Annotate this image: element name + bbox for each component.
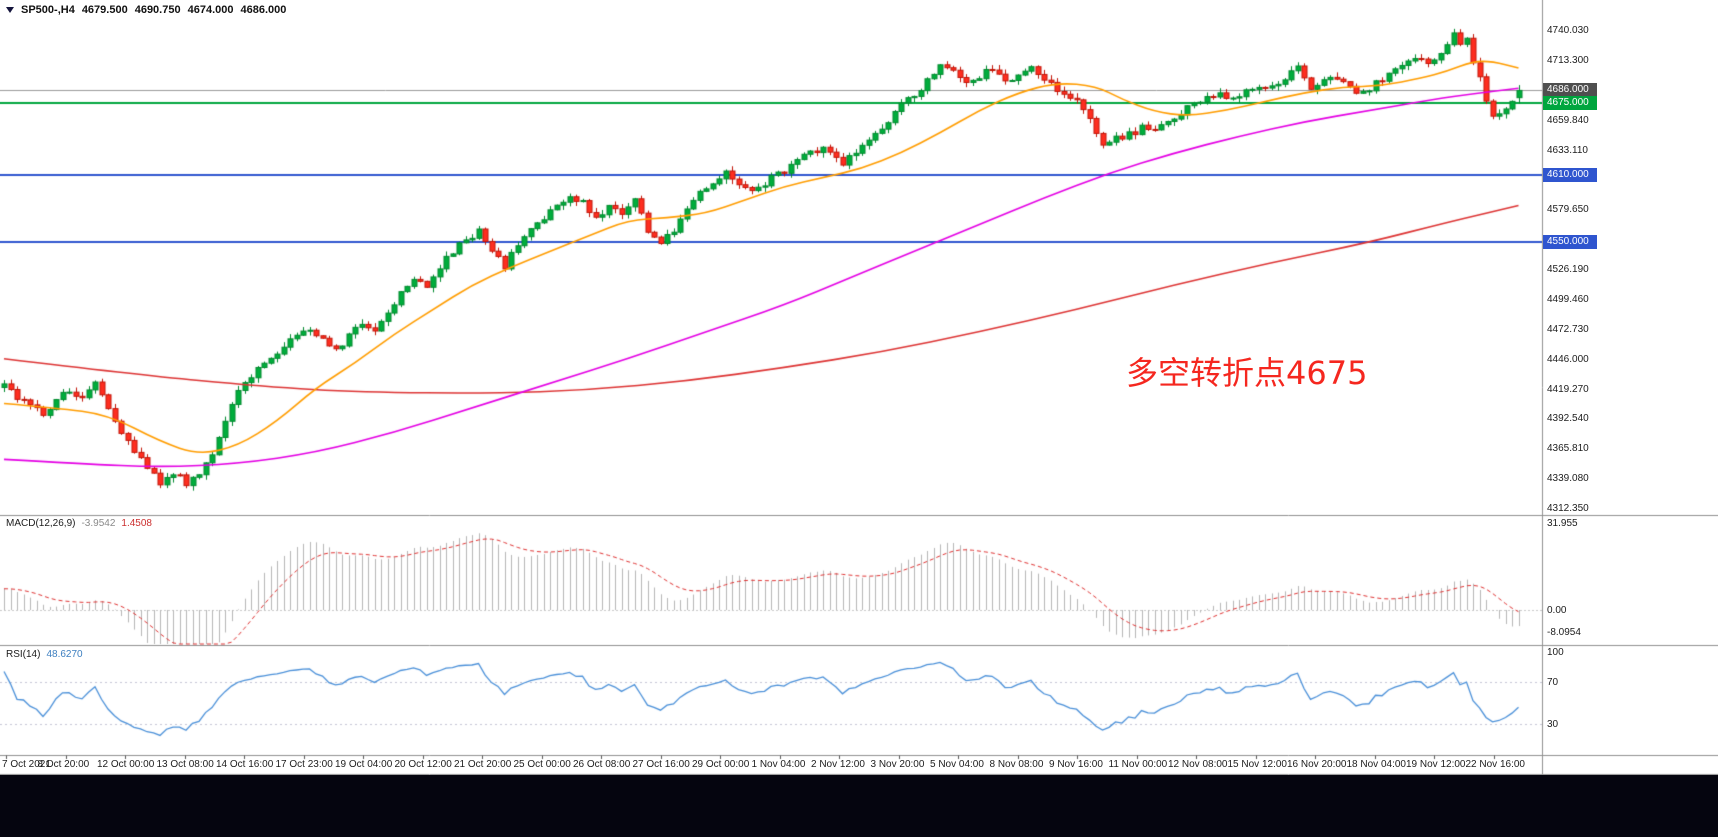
price-badge-bid-price: 4686.000 bbox=[1543, 83, 1597, 98]
price-badge-horizontal-line: 4610.000 bbox=[1543, 168, 1597, 183]
macd-axis-label: 31.955 bbox=[1547, 518, 1578, 529]
price-axis-label: 4419.270 bbox=[1547, 383, 1589, 395]
chart-header: SP500-,H4 4679.500 4690.750 4674.000 468… bbox=[6, 4, 286, 16]
macd-axis-label: -8.0954 bbox=[1547, 627, 1581, 639]
time-axis-label: 8 Nov 08:00 bbox=[989, 759, 1044, 770]
time-axis-label: 3 Nov 20:00 bbox=[870, 759, 925, 770]
time-axis-label: 21 Oct 20:00 bbox=[454, 759, 512, 770]
macd-main-value: -3.9542 bbox=[81, 518, 116, 529]
macd-title: MACD(12,26,9) bbox=[6, 518, 76, 529]
time-axis-label: 18 Nov 04:00 bbox=[1346, 759, 1407, 770]
ohlc-close-value: 4686.000 bbox=[240, 4, 287, 16]
rsi-axis-label: 100 bbox=[1547, 647, 1564, 658]
ohlc-low-value: 4674.000 bbox=[187, 4, 234, 16]
bottom-strip bbox=[0, 775, 1718, 837]
price-axis-label: 4659.840 bbox=[1547, 114, 1589, 126]
time-axis-label: 11 Nov 00:00 bbox=[1108, 759, 1168, 770]
price-axis-label: 4499.460 bbox=[1547, 293, 1589, 305]
symbol-timeframe-label: SP500-,H4 bbox=[21, 4, 75, 16]
time-axis-label: 29 Oct 00:00 bbox=[692, 759, 750, 770]
time-axis-label: 19 Oct 04:00 bbox=[335, 759, 393, 770]
time-axis-label: 1 Nov 04:00 bbox=[751, 759, 806, 770]
time-axis-label: 12 Oct 00:00 bbox=[97, 759, 155, 770]
ohlc-high-value: 4690.750 bbox=[134, 4, 181, 16]
price-axis-label: 4526.190 bbox=[1547, 264, 1589, 276]
time-axis-label: 7 Oct 2021 bbox=[2, 759, 51, 770]
price-axis-label: 4339.080 bbox=[1547, 473, 1589, 485]
price-axis-label: 4713.300 bbox=[1547, 54, 1589, 66]
time-axis-label: 19 Nov 12:00 bbox=[1406, 759, 1466, 770]
chart-canvas[interactable] bbox=[0, 0, 1718, 775]
price-axis-label: 4579.650 bbox=[1547, 204, 1589, 216]
time-axis-label: 27 Oct 16:00 bbox=[632, 759, 690, 770]
ohlc-open-value: 4679.500 bbox=[81, 4, 128, 16]
price-axis-label: 4740.030 bbox=[1547, 25, 1589, 36]
time-axis-label: 17 Oct 23:00 bbox=[275, 759, 333, 770]
time-axis-label: 13 Oct 08:00 bbox=[156, 759, 214, 770]
time-axis-label: 12 Nov 08:00 bbox=[1168, 759, 1228, 770]
price-badge-horizontal-line: 4550.000 bbox=[1543, 235, 1597, 250]
time-axis-label: 2 Nov 12:00 bbox=[811, 759, 865, 770]
time-axis-label: 26 Oct 08:00 bbox=[573, 759, 631, 770]
price-axis-label: 4365.810 bbox=[1547, 443, 1589, 455]
time-axis-label: 15 Nov 12:00 bbox=[1227, 759, 1288, 770]
time-axis-label: 20 Oct 12:00 bbox=[394, 759, 452, 770]
price-axis-label: 4446.000 bbox=[1547, 353, 1589, 365]
annotation-text[interactable]: 多空转折点4675 bbox=[1126, 354, 1368, 392]
time-axis-label: 14 Oct 16:00 bbox=[216, 759, 274, 770]
macd-signal-value: 1.4508 bbox=[121, 518, 152, 529]
time-axis-label: 5 Nov 04:00 bbox=[930, 759, 984, 770]
macd-axis-label: 0.00 bbox=[1547, 605, 1567, 616]
price-axis-label: 4392.540 bbox=[1547, 413, 1589, 425]
time-axis-label: 16 Nov 20:00 bbox=[1287, 759, 1347, 770]
macd-panel-label: MACD(12,26,9) -3.9542 1.4508 bbox=[6, 518, 152, 529]
time-axis-label: 25 Oct 00:00 bbox=[513, 759, 571, 770]
rsi-axis-label: 30 bbox=[1547, 718, 1559, 730]
rsi-axis-label: 70 bbox=[1547, 676, 1559, 688]
rsi-panel-label: RSI(14) 48.6270 bbox=[6, 649, 83, 660]
price-axis-label: 4312.350 bbox=[1547, 503, 1589, 515]
time-axis-label: 8 Oct 20:00 bbox=[37, 759, 90, 770]
price-axis-label: 4633.110 bbox=[1547, 144, 1588, 156]
time-axis-label: 22 Nov 16:00 bbox=[1465, 759, 1526, 770]
price-axis-label: 4472.730 bbox=[1547, 323, 1589, 335]
time-axis-label: 9 Nov 16:00 bbox=[1049, 759, 1103, 770]
rsi-value: 48.6270 bbox=[46, 649, 83, 660]
price-badge-horizontal-line: 4675.000 bbox=[1543, 95, 1597, 110]
symbol-marker-icon[interactable] bbox=[6, 7, 14, 13]
rsi-title: RSI(14) bbox=[6, 649, 41, 660]
